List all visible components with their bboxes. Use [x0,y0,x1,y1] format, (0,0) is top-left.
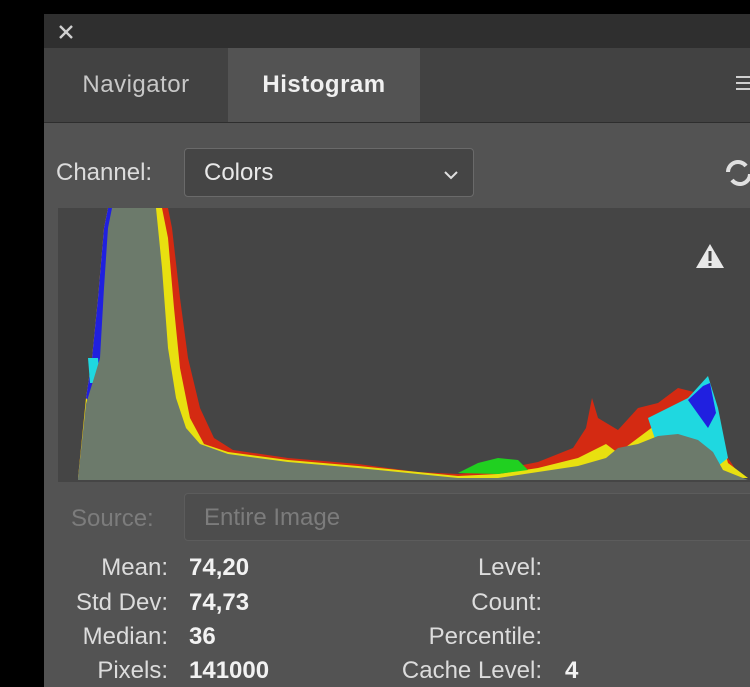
stat-value: 36 [189,623,216,650]
channel-value: Colors [204,159,274,186]
tab-bar: Navigator Histogram [44,48,750,123]
stat-label: Cache Level: [401,657,542,684]
tab-active[interactable]: Histogram [228,48,420,122]
panel-menu[interactable] [734,74,750,94]
close-button[interactable] [58,24,74,40]
stat-label: Mean: [101,554,168,581]
source-dropdown: Entire Image [184,493,750,541]
panel-title-bar [44,14,750,48]
stat-label: Pixels: [97,657,168,684]
stat-value: 74,73 [189,589,250,616]
stat-label: Count: [471,589,542,616]
stat-value: 74,20 [189,554,250,581]
tab[interactable]: Navigator [82,71,190,98]
histogram-panel: Navigator Histogram Channel: Colors Sour… [44,14,750,687]
histogram-graph [58,208,750,482]
stat-label: Percentile: [428,623,542,650]
stat-value: 141000 [189,657,270,684]
source-label: Source: [71,505,154,532]
stat-value: 4 [565,657,579,684]
dropdown-arrow [444,171,458,180]
source-value: Entire Image [204,504,341,531]
channel-dropdown[interactable]: Colors [184,148,474,197]
refresh-button[interactable] [724,158,750,188]
stat-label: Median: [82,623,168,650]
channel-label: Channel: [56,159,153,186]
stat-label: Level: [477,554,542,581]
stat-label: Std Dev: [75,589,168,616]
